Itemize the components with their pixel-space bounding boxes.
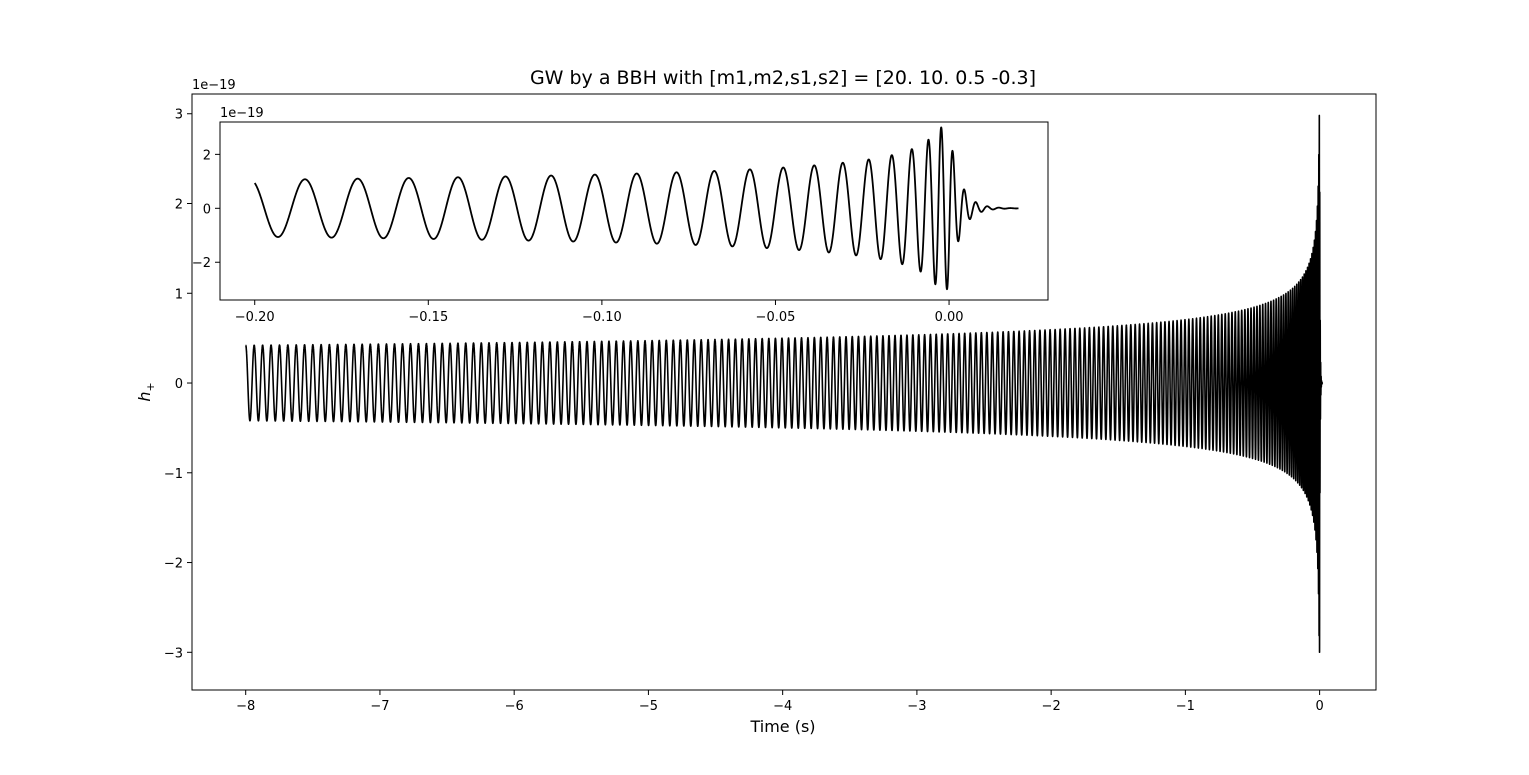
inset-y-ticks: 2 0 −2 bbox=[192, 148, 220, 271]
main-y-tick-label: −3 bbox=[164, 646, 183, 661]
inset-axes: −0.20 −0.15 −0.10 −0.05 0.00 2 0 −2 1e−19 bbox=[192, 106, 1049, 325]
main-x-ticks: −8 −7 −6 −5 −4 −3 −2 −1 0 bbox=[236, 690, 1324, 714]
main-waveform-series bbox=[244, 114, 1324, 654]
y-axis-label-subscript: + bbox=[144, 382, 157, 391]
main-x-tick-label: −8 bbox=[236, 699, 255, 714]
inset-waveform-series bbox=[253, 126, 1020, 291]
main-y-tick-label: 1 bbox=[175, 287, 183, 302]
main-y-tick-label: 3 bbox=[175, 108, 183, 123]
inset-x-tick-label: −0.05 bbox=[756, 310, 796, 325]
main-offset-text: 1e−19 bbox=[192, 78, 236, 93]
main-axes: GW by a BBH with [m1,m2,s1,s2] = [20. 10… bbox=[135, 67, 1377, 736]
main-x-tick-label: 0 bbox=[1315, 699, 1323, 714]
inset-offset-text: 1e−19 bbox=[220, 106, 264, 121]
main-y-tick-label: 0 bbox=[175, 377, 183, 392]
main-x-tick-label: −1 bbox=[1176, 699, 1195, 714]
inset-y-tick-label: 2 bbox=[203, 148, 211, 163]
inset-x-ticks: −0.20 −0.15 −0.10 −0.05 0.00 bbox=[235, 300, 964, 325]
x-axis-label: Time (s) bbox=[749, 717, 815, 736]
svg-text:h+: h+ bbox=[135, 382, 157, 401]
main-x-tick-label: −2 bbox=[1042, 699, 1061, 714]
inset-y-tick-label: −2 bbox=[192, 256, 211, 271]
main-y-tick-label: 2 bbox=[175, 198, 183, 213]
main-x-tick-label: −7 bbox=[370, 699, 389, 714]
main-y-tick-label: −1 bbox=[164, 467, 183, 482]
main-plot-frame bbox=[191, 93, 1377, 691]
chart-title: GW by a BBH with [m1,m2,s1,s2] = [20. 10… bbox=[530, 67, 1036, 89]
inset-y-tick-label: 0 bbox=[203, 202, 211, 217]
inset-x-tick-label: −0.20 bbox=[235, 310, 275, 325]
inset-background bbox=[220, 122, 1048, 300]
y-axis-label-main: h bbox=[135, 392, 154, 402]
main-x-tick-label: −4 bbox=[773, 699, 792, 714]
main-y-ticks: −3 −2 −1 0 1 2 3 bbox=[164, 108, 192, 661]
main-x-tick-label: −6 bbox=[505, 699, 524, 714]
inset-x-tick-label: 0.00 bbox=[935, 310, 964, 325]
main-y-tick-label: −2 bbox=[164, 557, 183, 572]
inset-x-tick-label: −0.10 bbox=[582, 310, 622, 325]
inset-plot-frame bbox=[219, 121, 1049, 301]
y-axis-label: h+ bbox=[135, 382, 157, 401]
main-x-tick-label: −3 bbox=[907, 699, 926, 714]
inset-x-tick-label: −0.15 bbox=[408, 310, 448, 325]
main-x-tick-label: −5 bbox=[639, 699, 658, 714]
